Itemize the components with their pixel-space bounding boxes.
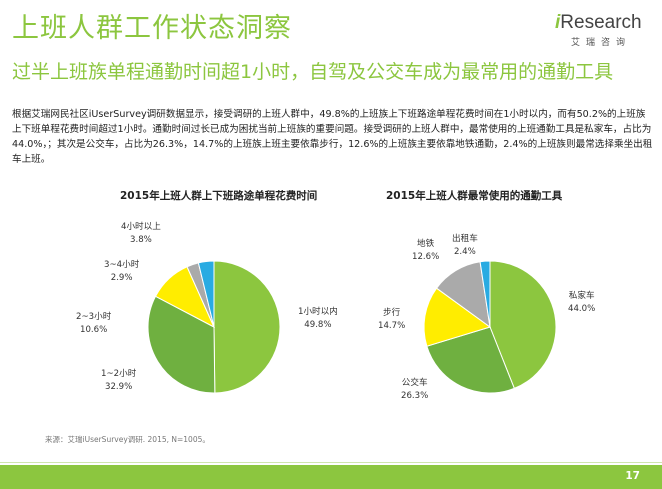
pie-chart-commute-tool bbox=[423, 260, 557, 394]
chart2-label-2: 公交车 26.3% bbox=[401, 378, 429, 401]
logo-subtext: 艾瑞咨询 bbox=[571, 38, 632, 48]
chart1-label-3: 2~3小时 10.6% bbox=[76, 312, 112, 335]
chart2-slice-5 bbox=[479, 260, 491, 328]
chart2-title: 2015年上班人群最常使用的通勤工具 bbox=[386, 190, 563, 202]
page-title: 上班人群工作状态洞察 bbox=[12, 13, 292, 44]
chart2-label-5: 出租车 2.4% bbox=[452, 234, 478, 257]
chart1-title: 2015年上班人群上下班路途单程花费时间 bbox=[120, 190, 318, 202]
chart2-label-4: 地铁 12.6% bbox=[412, 239, 440, 262]
chart1-label-5: 4小时以上 3.8% bbox=[121, 222, 161, 245]
iresearch-logo: iResearch 艾瑞咨询 bbox=[555, 12, 653, 50]
chart2-label-1: 私家车 44.0% bbox=[568, 291, 596, 314]
footer-divider bbox=[0, 462, 662, 463]
logo-wordmark: iResearch bbox=[555, 12, 642, 33]
chart1-slice-2 bbox=[147, 295, 216, 394]
pie-chart-commute-time bbox=[147, 260, 281, 394]
page-subtitle: 过半上班族单程通勤时间超1小时，自驾及公交车成为最常用的通勤工具 bbox=[12, 61, 614, 83]
page-number: 17 bbox=[625, 470, 640, 482]
chart2-slice-1 bbox=[489, 260, 557, 390]
chart1-label-2: 1~2小时 32.9% bbox=[101, 369, 137, 392]
chart2-slice-2 bbox=[426, 326, 515, 394]
body-paragraph: 根据艾瑞网民社区iUserSurvey调研数据显示，接受调研的上班人群中，49.… bbox=[12, 109, 653, 165]
chart1-slice-5 bbox=[197, 260, 215, 328]
chart2-label-3: 步行 14.7% bbox=[378, 308, 406, 331]
source-note: 来源：艾瑞iUserSurvey调研. 2015, N=1005。 bbox=[45, 435, 210, 444]
chart1-label-4: 3~4小时 2.9% bbox=[104, 260, 140, 283]
chart1-label-1: 1小时以内 49.8% bbox=[298, 307, 338, 330]
chart2-slice-3 bbox=[423, 287, 492, 347]
chart1-slice-1 bbox=[213, 260, 281, 394]
footer-bar bbox=[0, 465, 662, 489]
